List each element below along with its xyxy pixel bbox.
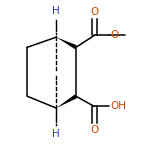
Polygon shape — [56, 94, 77, 108]
Text: O: O — [90, 7, 98, 17]
Polygon shape — [56, 37, 77, 49]
Text: O: O — [110, 30, 118, 40]
Text: O: O — [90, 125, 98, 135]
Text: OH: OH — [110, 101, 126, 111]
Text: H: H — [52, 6, 60, 16]
Text: H: H — [52, 129, 60, 139]
